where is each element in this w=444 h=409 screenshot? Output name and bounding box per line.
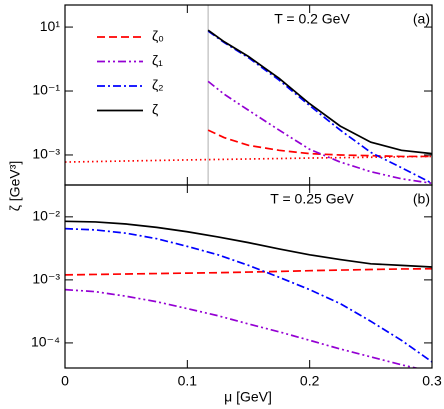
data-line (65, 155, 432, 163)
x-tick-label: 0.1 (178, 373, 198, 389)
y-tick-label: 10⁻² (32, 208, 60, 224)
plot-area (65, 29, 432, 185)
annotation: T = 0.2 GeV (274, 11, 350, 27)
data-line (65, 267, 432, 276)
y-tick-label: 10⁻¹ (32, 82, 60, 98)
legend-label: ζ₂ (152, 77, 164, 93)
x-tick-label: 0.2 (300, 373, 320, 389)
x-axis-label: μ [GeV] (224, 389, 272, 405)
plot-area (65, 220, 432, 368)
x-tick-label: 0 (61, 373, 69, 389)
legend-label: ζ₁ (152, 52, 163, 68)
annotation: (b) (413, 191, 430, 207)
annotation: (a) (413, 11, 430, 27)
y-tick-label: 10⁻³ (32, 146, 60, 162)
y-tick-label: 10⁻³ (32, 271, 60, 287)
y-tick-label: 10¹ (40, 18, 61, 34)
y-tick-label: 10⁻⁴ (31, 334, 60, 350)
data-line (207, 30, 432, 185)
data-line (65, 288, 420, 368)
plot-frame (64, 184, 433, 369)
data-line (207, 80, 432, 185)
y-axis-label: ζ [GeV³] (7, 161, 23, 212)
legend-label: ζ₀ (152, 28, 164, 44)
data-line (65, 227, 432, 363)
annotation: T = 0.25 GeV (270, 191, 354, 207)
x-tick-label: 0.3 (422, 373, 442, 389)
data-line (207, 29, 432, 155)
legend-label: ζ (152, 101, 158, 117)
data-line (207, 129, 432, 158)
data-line (65, 220, 432, 268)
